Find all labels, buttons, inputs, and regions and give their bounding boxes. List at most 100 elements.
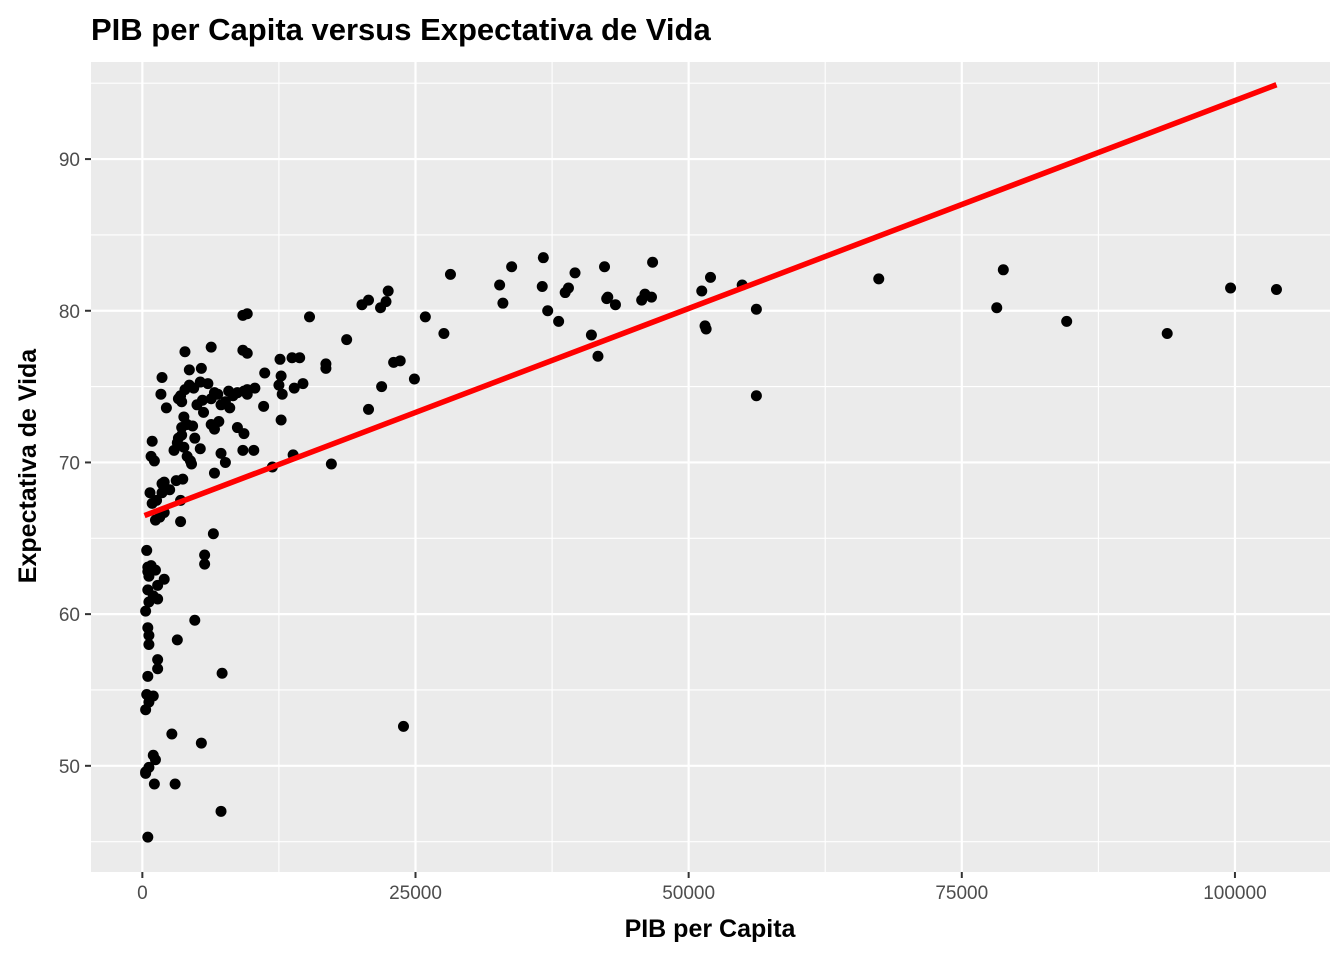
- trend-line: [143, 82, 1278, 519]
- data-point: [380, 296, 392, 308]
- data-point: [241, 308, 253, 320]
- data-point: [259, 367, 271, 379]
- data-point: [609, 299, 621, 311]
- data-point: [176, 396, 188, 408]
- data-point: [750, 390, 762, 402]
- data-point: [199, 558, 211, 570]
- data-point: [241, 347, 253, 359]
- x-axis-title: PIB per Capita: [625, 915, 797, 943]
- data-point: [363, 403, 375, 415]
- data-point: [215, 447, 227, 459]
- data-point: [148, 778, 160, 790]
- data-point: [238, 428, 250, 440]
- data-point: [195, 362, 207, 374]
- data-point: [1270, 284, 1282, 296]
- data-point: [140, 767, 152, 779]
- data-point: [141, 544, 153, 556]
- data-point: [198, 406, 210, 418]
- data-point: [189, 614, 201, 626]
- data-point: [438, 328, 450, 340]
- data-point: [207, 528, 219, 540]
- x-tick-label: 0: [137, 883, 148, 904]
- data-point: [215, 805, 227, 817]
- x-tick-label: 50000: [662, 883, 715, 904]
- data-point: [444, 268, 456, 280]
- data-point: [408, 373, 420, 385]
- data-point: [599, 261, 611, 273]
- data-point: [258, 400, 270, 412]
- y-axis-title: Expectativa de Vida: [14, 348, 42, 583]
- data-point: [750, 303, 762, 315]
- data-point: [320, 358, 332, 370]
- data-point: [143, 638, 155, 650]
- major-gridlines: [91, 62, 1330, 872]
- data-point: [144, 487, 156, 499]
- data-point: [147, 690, 159, 702]
- data-point: [148, 455, 160, 467]
- data-point: [208, 467, 220, 479]
- data-point: [394, 355, 406, 367]
- data-point: [553, 315, 565, 327]
- data-point: [169, 778, 181, 790]
- data-point: [647, 256, 659, 268]
- y-tick-label: 90: [59, 150, 80, 171]
- data-point: [341, 334, 353, 346]
- data-point: [181, 450, 193, 462]
- data-point: [294, 352, 306, 364]
- data-point: [156, 372, 168, 384]
- data-point: [602, 291, 614, 303]
- data-point: [275, 370, 287, 382]
- data-point: [497, 297, 509, 309]
- data-point: [419, 311, 431, 323]
- data-point: [237, 444, 249, 456]
- data-point: [991, 302, 1003, 314]
- data-point: [179, 346, 191, 358]
- data-point: [241, 384, 253, 396]
- data-point: [506, 261, 518, 273]
- data-point: [205, 341, 217, 353]
- data-point: [274, 353, 286, 365]
- data-point: [276, 388, 288, 400]
- data-point: [171, 634, 183, 646]
- data-point: [176, 429, 188, 441]
- data-point: [592, 350, 604, 362]
- data-point: [151, 494, 163, 506]
- data-point: [397, 720, 409, 732]
- data-point: [304, 311, 316, 323]
- data-point: [142, 831, 154, 843]
- data-point: [142, 566, 154, 578]
- data-point: [224, 402, 236, 414]
- data-point: [700, 323, 712, 335]
- plot-panel: [91, 62, 1330, 872]
- data-point: [1061, 315, 1073, 327]
- data-point: [164, 484, 176, 496]
- data-point: [248, 444, 260, 456]
- data-point: [212, 388, 224, 400]
- data-point: [170, 475, 182, 487]
- data-point: [146, 435, 158, 447]
- x-tick-label: 75000: [935, 883, 988, 904]
- data-point: [325, 458, 337, 470]
- data-point: [382, 285, 394, 297]
- data-point: [216, 667, 228, 679]
- data-point: [223, 385, 235, 397]
- data-point: [569, 267, 581, 279]
- x-tick-label: 100000: [1203, 883, 1266, 904]
- data-point: [142, 622, 154, 634]
- data-point: [1161, 328, 1173, 340]
- x-axis-ticks: 0 25000 50000 75000 100000: [137, 872, 1267, 904]
- data-point: [363, 294, 375, 306]
- chart-title: PIB per Capita versus Expectativa de Vid…: [91, 12, 711, 47]
- data-point: [213, 415, 225, 427]
- data-point: [175, 516, 187, 528]
- data-point: [158, 476, 170, 488]
- data-point: [196, 394, 208, 406]
- y-tick-label: 50: [59, 757, 80, 778]
- data-point: [194, 443, 206, 455]
- data-point: [297, 378, 309, 390]
- data-point: [542, 305, 554, 317]
- data-point: [152, 654, 164, 666]
- data-point: [997, 264, 1009, 276]
- data-point: [202, 378, 214, 390]
